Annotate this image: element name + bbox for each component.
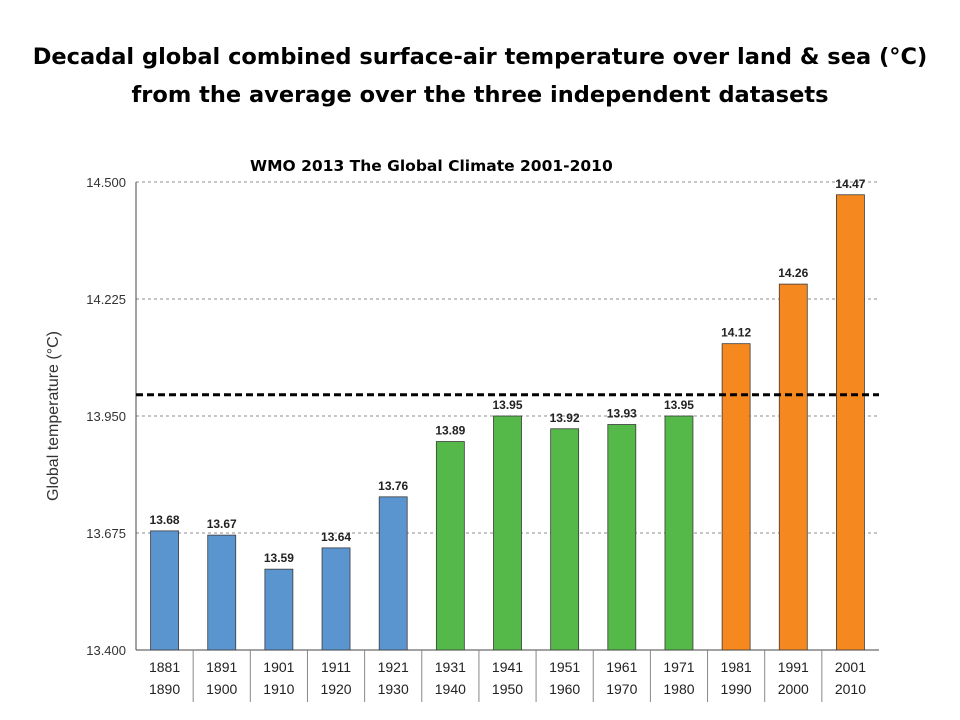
bar: [721, 343, 751, 651]
y-tick-label: 14.500: [86, 175, 126, 190]
x-tick-label: 1901: [263, 659, 294, 675]
bar-value-label: 13.67: [207, 517, 237, 531]
x-tick-label: 1970: [606, 681, 637, 697]
bar: [836, 194, 865, 651]
x-tick-label: 1990: [721, 681, 752, 697]
x-tick-label: 2000: [778, 681, 809, 697]
chart-title-line-1: Decadal global combined surface-air temp…: [32, 44, 928, 70]
bar: [435, 441, 465, 651]
bar: [607, 424, 637, 651]
bar-value-label: 13.89: [435, 424, 465, 438]
x-tick-label: 1960: [549, 681, 580, 697]
bar-value-label: 13.92: [550, 411, 580, 425]
bar: [321, 547, 351, 651]
x-tick-label: 2010: [835, 681, 866, 697]
x-tick-label: 1891: [206, 659, 237, 675]
bar-value-label: 13.64: [321, 530, 351, 544]
x-tick-label: 1951: [549, 659, 580, 675]
chart-title-line-2: from the average over the three independ…: [131, 82, 829, 108]
x-tick-label: 1981: [721, 659, 752, 675]
x-tick-label: 1940: [435, 681, 466, 697]
bar: [550, 428, 580, 651]
chart-title: Decadal global combined surface-air temp…: [0, 38, 960, 114]
x-tick-label: 1941: [492, 659, 523, 675]
y-tick-label: 13.400: [86, 643, 126, 658]
bar-value-label: 14.26: [778, 266, 808, 280]
bar-value-label: 14.47: [835, 177, 865, 191]
x-tick-label: 1900: [206, 681, 237, 697]
x-tick-label: 1890: [149, 681, 180, 697]
x-tick-label: 1971: [663, 659, 694, 675]
bar: [664, 415, 694, 651]
bar-value-label: 13.93: [607, 407, 637, 421]
y-tick-label: 13.675: [86, 526, 126, 541]
bar: [207, 534, 237, 651]
bar-value-label: 13.68: [150, 513, 180, 527]
y-tick-label: 14.225: [86, 292, 126, 307]
x-tick-label: 1881: [149, 659, 180, 675]
y-tick-label: 13.950: [86, 409, 126, 424]
x-tick-label: 1991: [778, 659, 809, 675]
bar-value-label: 13.95: [492, 398, 522, 412]
chart-subtitle: WMO 2013 The Global Climate 2001-2010: [250, 157, 613, 175]
bar: [264, 568, 294, 651]
bar: [150, 530, 179, 651]
bar-value-label: 13.59: [264, 551, 294, 565]
x-tick-label: 1930: [378, 681, 409, 697]
x-tick-label: 1920: [320, 681, 351, 697]
bar: [778, 283, 808, 651]
bar: [378, 496, 408, 651]
x-tick-label: 1931: [435, 659, 466, 675]
x-tick-label: 2001: [835, 659, 866, 675]
x-tick-label: 1950: [492, 681, 523, 697]
bar: [493, 415, 522, 651]
y-axis-label: Global temperature (°C): [45, 331, 62, 501]
x-tick-label: 1910: [263, 681, 294, 697]
x-tick-label: 1980: [663, 681, 694, 697]
x-tick-label: 1921: [378, 659, 409, 675]
bar-value-label: 13.76: [378, 479, 408, 493]
bar-value-label: 13.95: [664, 398, 694, 412]
bar-value-label: 14.12: [721, 326, 751, 340]
x-tick-label: 1961: [606, 659, 637, 675]
x-tick-label: 1911: [321, 659, 351, 675]
